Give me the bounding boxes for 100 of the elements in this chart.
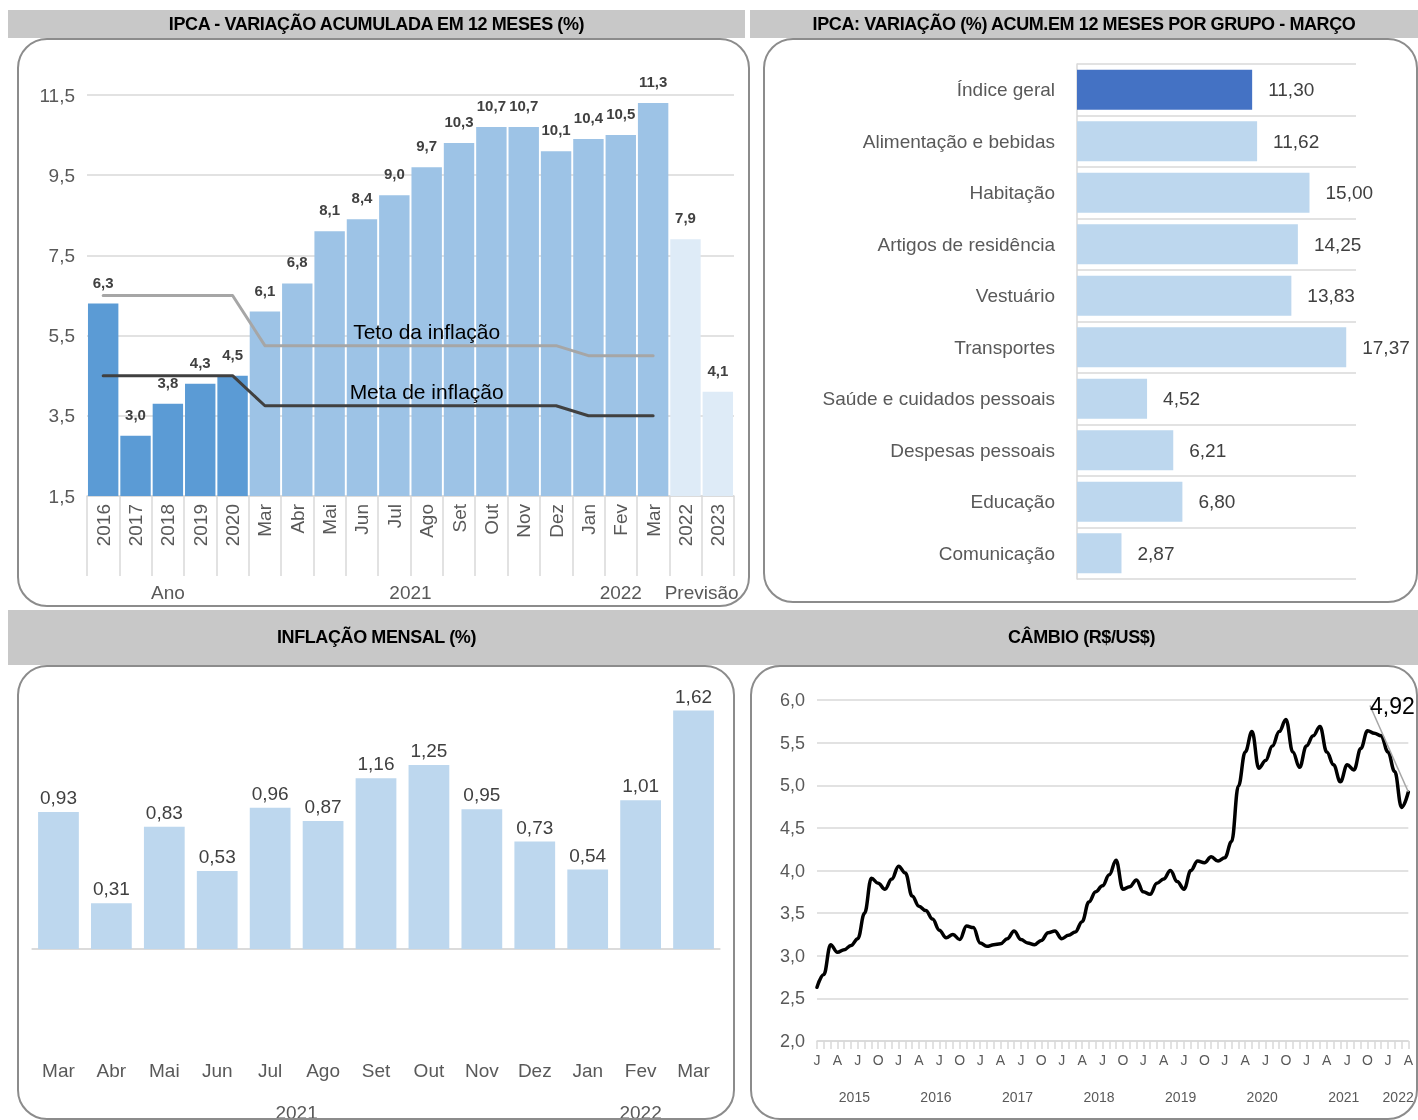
data-label: 2,87	[1137, 542, 1175, 564]
data-label: 10,7	[476, 97, 506, 115]
bar	[1077, 69, 1253, 110]
x-tick-label: 2020	[222, 504, 244, 547]
x-tick-label: J	[813, 1052, 821, 1068]
data-label: 0,96	[251, 782, 289, 804]
data-label: 4,5	[222, 345, 243, 363]
bar	[1077, 378, 1148, 419]
y-tick-label: 3,5	[779, 903, 805, 924]
x-tick-label: 2016	[92, 504, 114, 547]
data-label: 0,93	[39, 787, 77, 809]
data-label: 6,3	[92, 273, 114, 291]
data-label: 7,9	[675, 209, 696, 227]
x-tick-label: A	[1403, 1052, 1414, 1068]
x-tick-label: A	[1240, 1052, 1251, 1068]
x-tick-label: J	[1221, 1052, 1229, 1068]
data-label: 0,83	[145, 801, 183, 823]
text: 2018	[1083, 1089, 1115, 1105]
text: 2019	[1165, 1089, 1197, 1105]
y-tick-label: Índice geral	[956, 79, 1055, 101]
x-tick-label: Abr	[96, 1060, 127, 1081]
data-label: 1,62	[675, 685, 713, 707]
x-tick-label: Mar	[642, 503, 664, 537]
x-tick-label: J	[1180, 1052, 1188, 1068]
data-label: 11,62	[1273, 130, 1320, 152]
data-label: 11,3	[638, 73, 668, 91]
x-tick-label: A	[914, 1052, 925, 1068]
x-tick-label: Jun	[201, 1060, 233, 1081]
x-tick-label: J	[935, 1052, 943, 1068]
y-tick-label: Educação	[970, 491, 1055, 513]
y-tick-label: 9,5	[48, 164, 75, 186]
data-label: 0,54	[569, 844, 607, 866]
data-label: 10,1	[541, 121, 571, 139]
x-tick-label: Jan	[572, 1060, 604, 1081]
x-tick-label: A	[995, 1052, 1006, 1068]
x-tick-label: Mai	[319, 504, 341, 535]
bar	[355, 778, 397, 949]
x-tick-label: A	[1158, 1052, 1169, 1068]
data-label: 4,52	[1163, 388, 1201, 410]
data-label: 6,8	[286, 253, 308, 271]
y-tick-label: Artigos de residência	[877, 233, 1056, 255]
data-label: 4,92	[1369, 692, 1415, 719]
x-tick-label: J	[1302, 1052, 1310, 1068]
data-label: 0,87	[304, 795, 342, 817]
y-tick-label: Comunicação	[938, 542, 1055, 564]
x-tick-label: O	[872, 1052, 884, 1068]
data-label: 10,3	[444, 113, 474, 131]
chart-title: CÂMBIO (R$/US$)	[745, 610, 1418, 665]
text: Previsão	[664, 581, 739, 603]
bar	[1077, 533, 1122, 574]
bar	[1077, 224, 1298, 265]
bar	[1077, 327, 1347, 368]
x-tick-label: Out	[480, 503, 502, 535]
data-label: 8,1	[319, 201, 341, 219]
y-tick-label: Saúde e cuidados pessoais	[822, 388, 1055, 410]
text: 2016	[920, 1089, 952, 1105]
bar	[196, 870, 238, 949]
x-tick-label: J	[895, 1052, 903, 1068]
text: 2022	[1382, 1089, 1414, 1105]
data-label: 4,3	[189, 353, 211, 371]
x-tick-label: Abr	[286, 503, 308, 534]
x-tick-label: J	[1058, 1052, 1066, 1068]
text: 2022	[599, 581, 642, 603]
bar	[249, 807, 291, 949]
data-label: 10,7	[509, 97, 539, 115]
x-tick-label: O	[1035, 1052, 1047, 1068]
y-tick-label: 3,5	[48, 405, 75, 427]
x-tick-label: Ago	[416, 504, 438, 538]
data-label: 6,80	[1198, 491, 1236, 513]
x-tick-label: Jul	[258, 1060, 283, 1081]
text: 2017	[1001, 1089, 1034, 1105]
x-tick-label: Dez	[545, 504, 567, 538]
data-label: 0,53	[198, 845, 236, 867]
data-label: 4,1	[707, 361, 729, 379]
x-tick-label: O	[1362, 1052, 1374, 1068]
data-label: 13,83	[1307, 285, 1355, 307]
x-tick-label: Fev	[610, 503, 632, 536]
x-tick-label: Fev	[624, 1060, 657, 1081]
y-tick-label: Transportes	[954, 336, 1055, 358]
x-tick-label: Mar	[254, 503, 276, 537]
x-tick-label: J	[1017, 1052, 1025, 1068]
text: 2015	[838, 1089, 871, 1105]
chart-title: INFLAÇÃO MENSAL (%)	[8, 610, 745, 665]
bar	[461, 809, 503, 949]
x-tick-label: Out	[413, 1060, 445, 1081]
data-label: 9,7	[416, 137, 438, 155]
x-tick-label: 2019	[189, 504, 211, 547]
y-tick-label: 4,5	[779, 817, 805, 838]
text: 2020	[1246, 1089, 1278, 1105]
bar	[143, 826, 185, 949]
x-tick-label: Jul	[383, 504, 405, 529]
x-tick-label: J	[854, 1052, 862, 1068]
bar	[1077, 481, 1183, 522]
text: 2022	[619, 1101, 662, 1120]
line-series	[815, 717, 1411, 990]
x-tick-label: O	[1198, 1052, 1210, 1068]
bar	[1077, 430, 1174, 471]
x-tick-label: J	[1262, 1052, 1270, 1068]
y-tick-label: 5,5	[779, 732, 805, 753]
series-label: Teto da inflação	[353, 319, 501, 343]
